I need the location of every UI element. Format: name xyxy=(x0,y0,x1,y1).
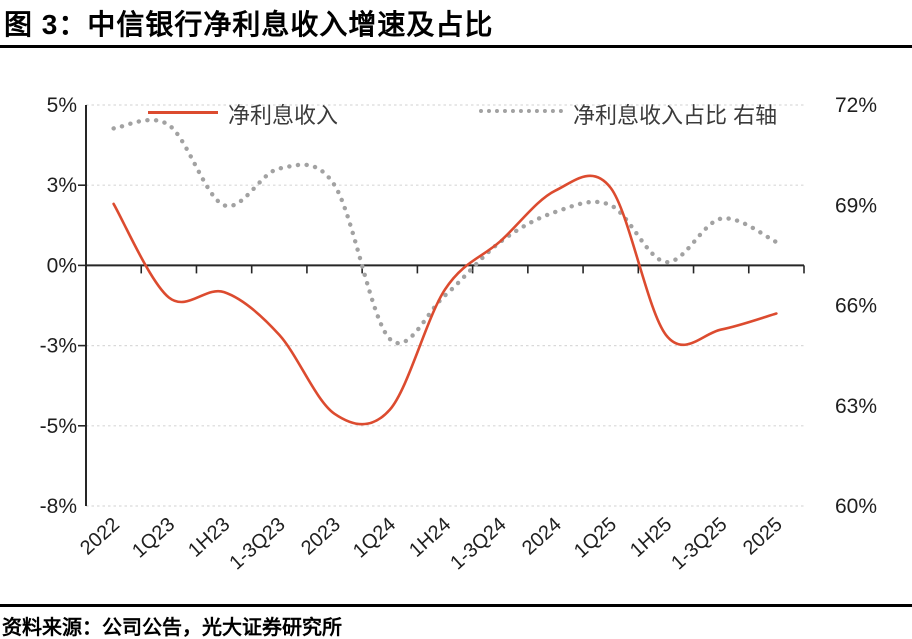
y-axis-left-tick-label: -3% xyxy=(40,335,77,358)
y-axis-left-tick-label: 0% xyxy=(47,254,77,277)
x-axis-tick-label: 2025 xyxy=(739,513,787,559)
y-axis-right-tick-label: 72% xyxy=(835,94,877,117)
source-note: 资料来源：公司公告，光大证券研究所 xyxy=(2,617,342,639)
nii-share-dotted-line xyxy=(111,117,779,346)
x-axis-tick-label: 1Q25 xyxy=(570,513,621,562)
y-axis-left-tick-label: -8% xyxy=(40,495,77,518)
x-axis-tick-label: 2022 xyxy=(76,513,124,559)
legend-dots-swatch xyxy=(479,109,563,113)
title-divider xyxy=(0,45,912,48)
x-axis-tick-label: 1H23 xyxy=(184,513,234,561)
x-axis-tick-label: 2024 xyxy=(518,513,566,559)
y-axis-left-tick-label: 5% xyxy=(47,94,77,117)
x-axis-tick-label: 2023 xyxy=(297,513,345,559)
x-axis-tick-label: 1-3Q23 xyxy=(225,513,289,574)
legend-label-net-interest-income: 净利息收入 xyxy=(228,103,339,128)
y-axis-right-tick-label: 60% xyxy=(835,495,877,518)
figure-title: 图 3：中信银行净利息收入增速及占比 xyxy=(4,9,494,40)
x-axis-tick-label: 1-3Q25 xyxy=(667,513,731,574)
y-axis-right-tick-label: 69% xyxy=(835,194,877,217)
legend-label-nii-share: 净利息收入占比 右轴 xyxy=(573,103,778,128)
x-axis-tick-label: 1-3Q24 xyxy=(446,513,510,574)
x-axis-tick-label: 1Q24 xyxy=(349,513,400,562)
y-axis-left-tick-label: -5% xyxy=(40,415,77,438)
legend-line-swatch xyxy=(148,111,218,114)
y-axis-left-tick-label: 3% xyxy=(47,174,77,197)
net-interest-income-line xyxy=(112,174,778,426)
y-axis-right-tick-label: 66% xyxy=(835,295,877,318)
y-axis-right-tick-label: 63% xyxy=(835,395,877,418)
source-divider xyxy=(0,604,912,607)
x-axis-tick-label: 1H25 xyxy=(626,513,676,561)
x-axis-tick-label: 1H24 xyxy=(405,513,455,561)
x-axis-tick-label: 1Q23 xyxy=(128,513,179,562)
